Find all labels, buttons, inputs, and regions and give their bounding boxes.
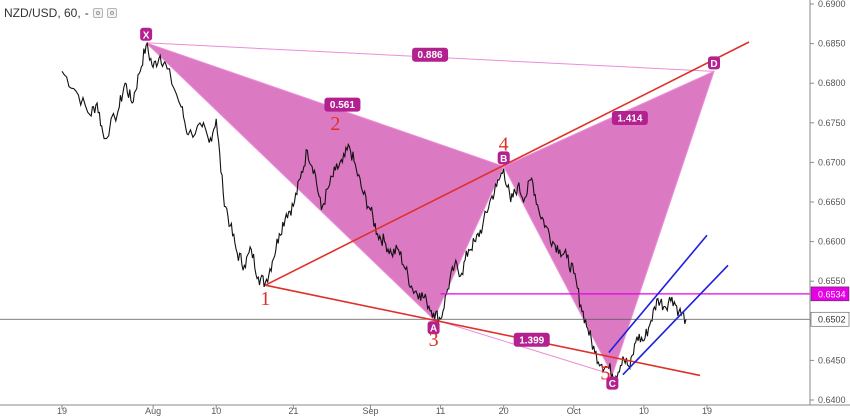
price-line <box>61 41 687 381</box>
ratio-line-ac <box>433 318 613 376</box>
x-tick-label: 11 <box>436 406 445 416</box>
ratio-badge <box>611 111 648 126</box>
pattern-badges-layer: X A B C D 0.886 0.561 1.414 1.399 1 2 3 4 5 <box>140 27 721 390</box>
trend-line-red-lower <box>265 284 701 377</box>
trend-lines-layer <box>0 41 810 377</box>
y-tick-label: 0.6400 <box>818 395 846 405</box>
price-axis-background <box>810 0 850 417</box>
wave-label: 5 <box>600 362 610 384</box>
pattern-point-badge <box>427 321 440 335</box>
x-tick-label: Aug <box>145 406 161 416</box>
pattern-triangle-bcd <box>502 70 715 376</box>
eye-icon[interactable] <box>92 8 103 18</box>
price-axis-badge-label: 0.6534 <box>818 289 846 299</box>
wave-label: 4 <box>499 134 509 156</box>
x-tick-label: 10 <box>211 406 221 416</box>
pattern-fill-layer <box>145 42 715 376</box>
y-tick-label: 0.6750 <box>818 118 846 128</box>
y-tick-label: 0.6450 <box>818 355 846 365</box>
y-tick-label: 0.6650 <box>818 197 846 207</box>
pattern-point-label: C <box>609 379 616 390</box>
price-series-layer <box>61 41 687 381</box>
ratio-badge <box>513 332 550 347</box>
wave-label: 3 <box>429 329 439 351</box>
pattern-point-label: D <box>710 59 717 70</box>
x-tick-label: 19 <box>57 406 67 416</box>
y-tick-label: 0.6600 <box>818 237 846 247</box>
trend-line-blue-lower <box>622 264 729 376</box>
title-dash: - <box>84 6 89 20</box>
pattern-point-label: X <box>143 30 150 41</box>
price-axis-badge <box>810 286 850 302</box>
x-tick-label: 20 <box>499 406 509 416</box>
x-tick-label: Sep <box>362 406 378 416</box>
x-tick-label: Oct <box>567 406 582 416</box>
pattern-point-badge <box>708 56 721 70</box>
pattern-point-label: A <box>430 324 437 335</box>
x-tick-label: 10 <box>639 406 649 416</box>
settings-icon[interactable] <box>106 8 117 18</box>
pattern-point-label: B <box>500 154 507 165</box>
ratio-label: 0.561 <box>330 100 355 111</box>
chart-title-bar: NZD/USD, 60, - <box>4 6 117 20</box>
ratio-label: 1.414 <box>617 114 642 125</box>
pattern-point-badge <box>140 27 153 41</box>
wave-label: 1 <box>260 288 270 310</box>
y-tick-label: 0.6550 <box>818 276 846 286</box>
x-tick-label: 21 <box>288 406 298 416</box>
wave-label: 2 <box>330 113 340 135</box>
x-tick-label: 19 <box>702 406 712 416</box>
pattern-point-badge <box>497 151 510 165</box>
y-tick-label: 0.6700 <box>818 157 846 167</box>
ratio-badge <box>324 97 361 112</box>
price-axis-badge <box>810 311 850 327</box>
price-axis-badge-label: 0.6502 <box>818 315 846 325</box>
symbol-label: NZD/USD, 60, <box>4 6 81 20</box>
ratio-label: 0.886 <box>418 50 443 61</box>
ratio-badge <box>412 47 449 62</box>
trend-line-blue-upper <box>608 234 708 353</box>
pattern-point-badge <box>606 376 619 390</box>
y-tick-label: 0.6800 <box>818 78 846 88</box>
time-axis-background <box>0 405 850 417</box>
y-tick-label: 0.6900 <box>818 0 846 9</box>
y-tick-label: 0.6850 <box>818 39 846 49</box>
ratio-label: 1.399 <box>519 335 544 346</box>
